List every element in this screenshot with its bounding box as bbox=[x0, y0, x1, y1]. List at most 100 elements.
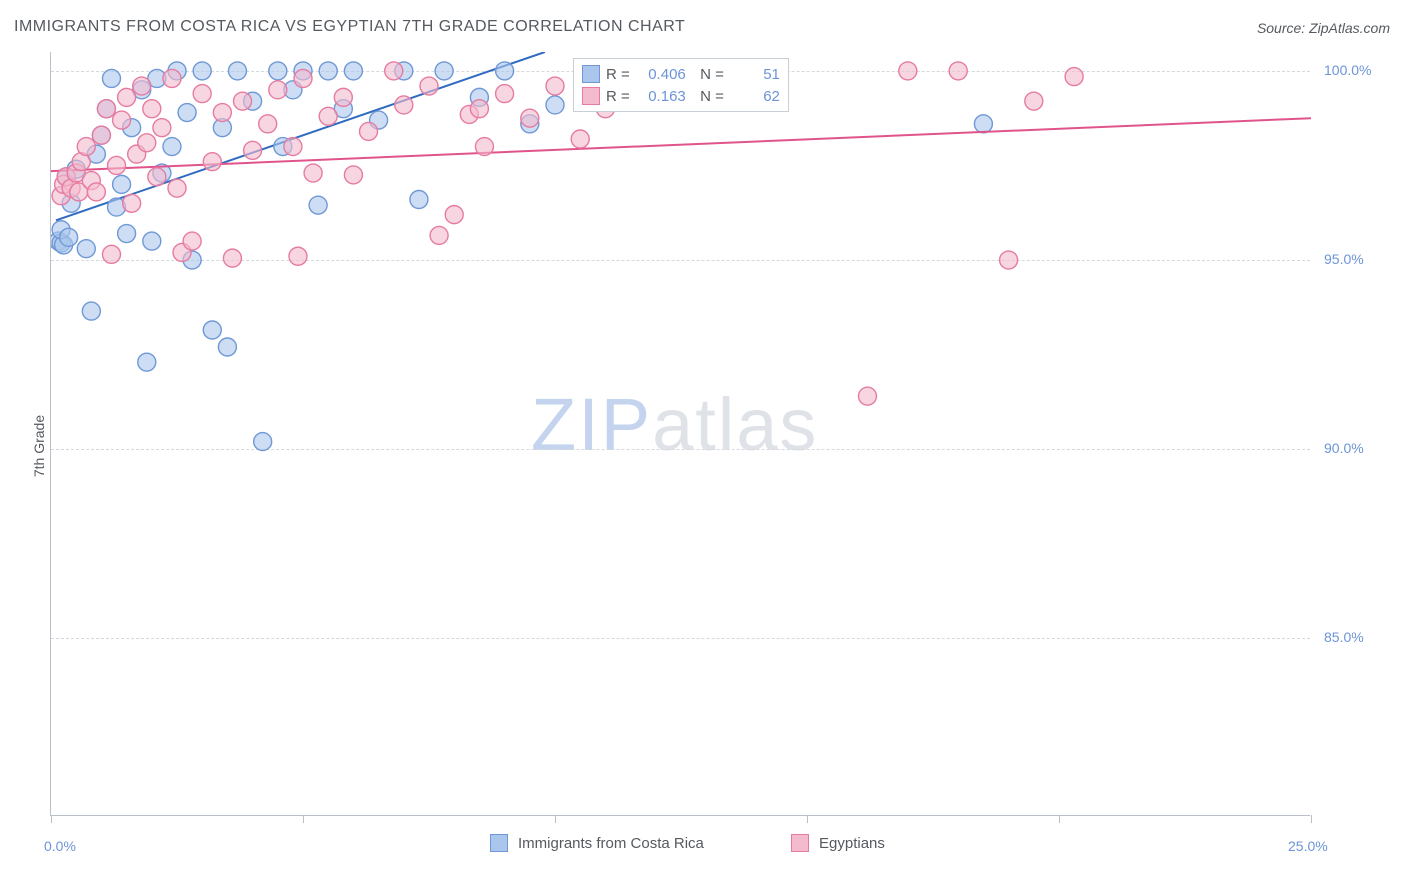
point-costa_rica bbox=[203, 321, 221, 339]
point-egyptians bbox=[123, 194, 141, 212]
point-costa_rica bbox=[496, 62, 514, 80]
point-egyptians bbox=[163, 69, 181, 87]
point-egyptians bbox=[183, 232, 201, 250]
point-egyptians bbox=[168, 179, 186, 197]
point-egyptians bbox=[475, 138, 493, 156]
point-egyptians bbox=[1000, 251, 1018, 269]
point-egyptians bbox=[143, 100, 161, 118]
source-value: ZipAtlas.com bbox=[1309, 20, 1390, 36]
point-egyptians bbox=[1025, 92, 1043, 110]
legend-item-egyptians: Egyptians bbox=[791, 834, 885, 852]
point-egyptians bbox=[344, 166, 362, 184]
point-costa_rica bbox=[118, 225, 136, 243]
point-egyptians bbox=[213, 104, 231, 122]
r-label: R = bbox=[606, 66, 630, 83]
point-costa_rica bbox=[138, 353, 156, 371]
x-tick bbox=[807, 815, 808, 823]
stat-row-costa_rica: R = 0.406 N = 51 bbox=[582, 63, 780, 85]
source-credit: Source: ZipAtlas.com bbox=[1257, 20, 1390, 36]
source-label: Source: bbox=[1257, 20, 1309, 36]
point-costa_rica bbox=[193, 62, 211, 80]
point-egyptians bbox=[949, 62, 967, 80]
point-egyptians bbox=[430, 226, 448, 244]
x-tick bbox=[51, 815, 52, 823]
y-tick-label: 100.0% bbox=[1324, 62, 1371, 78]
point-egyptians bbox=[203, 153, 221, 171]
n-label: N = bbox=[692, 66, 724, 83]
point-egyptians bbox=[470, 100, 488, 118]
n-value-egyptians: 62 bbox=[730, 88, 780, 105]
point-egyptians bbox=[77, 138, 95, 156]
point-egyptians bbox=[244, 141, 262, 159]
point-costa_rica bbox=[77, 240, 95, 258]
point-costa_rica bbox=[344, 62, 362, 80]
point-costa_rica bbox=[228, 62, 246, 80]
x-tick-label: 25.0% bbox=[1288, 838, 1328, 854]
point-costa_rica bbox=[974, 115, 992, 133]
n-label: N = bbox=[692, 88, 724, 105]
y-axis-label: 7th Grade bbox=[31, 415, 47, 477]
scatter-svg bbox=[51, 52, 1311, 816]
point-costa_rica bbox=[102, 69, 120, 87]
point-egyptians bbox=[1065, 68, 1083, 86]
y-tick-label: 85.0% bbox=[1324, 629, 1364, 645]
point-costa_rica bbox=[143, 232, 161, 250]
legend-swatch-costa_rica bbox=[490, 834, 508, 852]
point-egyptians bbox=[294, 69, 312, 87]
point-egyptians bbox=[899, 62, 917, 80]
point-egyptians bbox=[92, 126, 110, 144]
point-egyptians bbox=[118, 88, 136, 106]
point-egyptians bbox=[546, 77, 564, 95]
point-egyptians bbox=[571, 130, 589, 148]
x-tick bbox=[1311, 815, 1312, 823]
point-costa_rica bbox=[82, 302, 100, 320]
point-egyptians bbox=[223, 249, 241, 267]
point-costa_rica bbox=[269, 62, 287, 80]
point-egyptians bbox=[304, 164, 322, 182]
x-tick bbox=[303, 815, 304, 823]
point-egyptians bbox=[269, 81, 287, 99]
point-egyptians bbox=[193, 85, 211, 103]
point-costa_rica bbox=[60, 228, 78, 246]
point-costa_rica bbox=[254, 433, 272, 451]
point-egyptians bbox=[138, 134, 156, 152]
n-value-costa_rica: 51 bbox=[730, 66, 780, 83]
point-egyptians bbox=[289, 247, 307, 265]
x-tick bbox=[1059, 815, 1060, 823]
r-value-egyptians: 0.163 bbox=[636, 88, 686, 105]
point-costa_rica bbox=[309, 196, 327, 214]
point-egyptians bbox=[420, 77, 438, 95]
point-egyptians bbox=[445, 206, 463, 224]
point-egyptians bbox=[153, 119, 171, 137]
point-costa_rica bbox=[319, 62, 337, 80]
point-egyptians bbox=[319, 107, 337, 125]
point-egyptians bbox=[133, 77, 151, 95]
point-egyptians bbox=[102, 245, 120, 263]
point-egyptians bbox=[360, 122, 378, 140]
point-egyptians bbox=[858, 387, 876, 405]
y-tick-label: 95.0% bbox=[1324, 251, 1364, 267]
stat-legend: R = 0.406 N = 51 R = 0.163 N = 62 bbox=[573, 58, 789, 112]
legend-label-egyptians: Egyptians bbox=[819, 835, 885, 852]
legend-label-costa_rica: Immigrants from Costa Rica bbox=[518, 835, 704, 852]
point-egyptians bbox=[521, 109, 539, 127]
point-costa_rica bbox=[113, 175, 131, 193]
point-egyptians bbox=[148, 168, 166, 186]
point-egyptians bbox=[234, 92, 252, 110]
point-egyptians bbox=[496, 85, 514, 103]
point-egyptians bbox=[284, 138, 302, 156]
trend-line-egyptians bbox=[51, 118, 1311, 171]
r-value-costa_rica: 0.406 bbox=[636, 66, 686, 83]
point-egyptians bbox=[97, 100, 115, 118]
point-egyptians bbox=[113, 111, 131, 129]
x-tick bbox=[555, 815, 556, 823]
point-costa_rica bbox=[163, 138, 181, 156]
point-costa_rica bbox=[218, 338, 236, 356]
point-costa_rica bbox=[178, 104, 196, 122]
r-label: R = bbox=[606, 88, 630, 105]
point-egyptians bbox=[395, 96, 413, 114]
swatch-costa_rica bbox=[582, 65, 600, 83]
point-egyptians bbox=[385, 62, 403, 80]
point-egyptians bbox=[259, 115, 277, 133]
point-egyptians bbox=[87, 183, 105, 201]
